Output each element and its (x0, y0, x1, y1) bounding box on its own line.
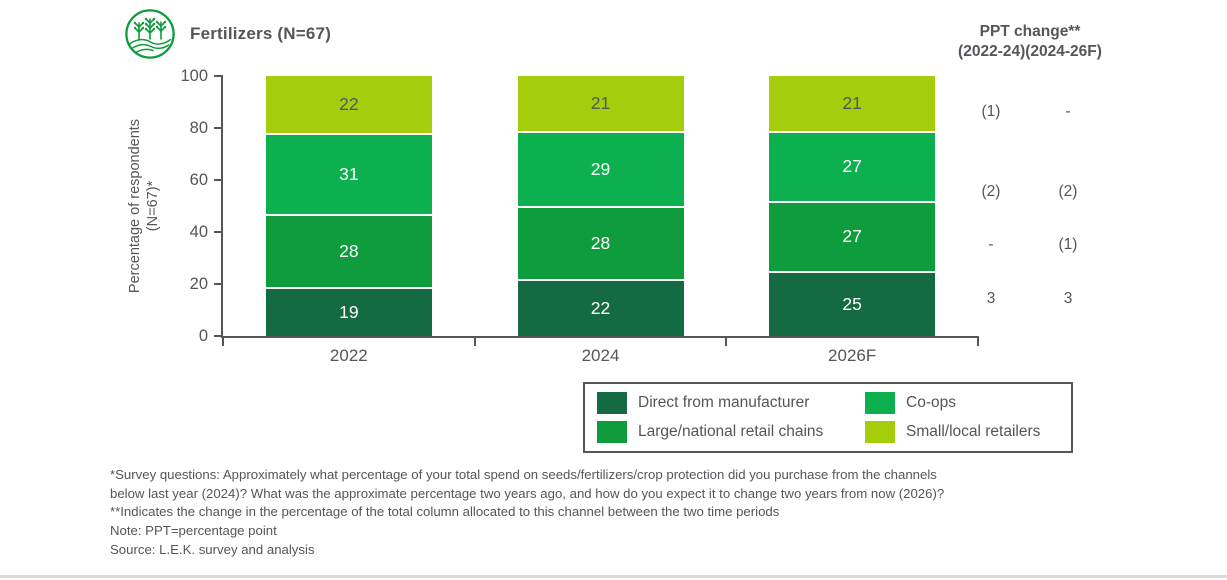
bar-segment: 22 (517, 278, 684, 336)
legend-swatch (865, 421, 895, 443)
y-tick-mark (214, 75, 223, 77)
bar-segment-value: 25 (842, 293, 862, 314)
footnote-survey-questions-line1: *Survey questions: Approximately what pe… (110, 467, 937, 482)
bar-segment-value: 21 (842, 92, 862, 113)
chart-title: Fertilizers (N=67) (190, 24, 332, 43)
y-tick-label: 40 (189, 223, 208, 241)
y-tick-mark (214, 231, 223, 233)
legend-swatch (597, 392, 627, 414)
y-tick-mark (214, 127, 223, 129)
y-tick-mark (214, 335, 223, 337)
legend-label: Direct from manufacturer (638, 394, 810, 411)
bar-segment: 28 (265, 213, 432, 287)
ppt-change-value: 3 (1063, 290, 1073, 307)
x-category-label: 2024 (581, 346, 620, 365)
y-tick-label: 0 (198, 327, 208, 345)
ppt-change-value: (1) (1058, 236, 1078, 253)
legend-swatch (865, 392, 895, 414)
x-category-label: 2022 (329, 346, 368, 365)
ppt-change-value: - (988, 236, 994, 253)
bar-segment: 22 (265, 76, 432, 134)
bar-segment: 31 (265, 133, 432, 214)
footnote-ppt-indicates: **Indicates the change in the percentage… (110, 504, 780, 520)
bar-segment: 27 (769, 130, 936, 201)
bar-segment-value: 27 (842, 226, 862, 247)
y-axis-line (221, 76, 223, 338)
bar-2022: 22 31 28 19 (265, 76, 432, 336)
bar-2026F: 21 27 27 25 (769, 76, 936, 336)
bar-segment-value: 22 (339, 94, 359, 115)
bar-segment: 19 (265, 286, 432, 336)
ppt-change-value: (1) (981, 103, 1001, 120)
ppt-change-header-line1: PPT change** (979, 23, 1081, 40)
y-tick-label: 20 (189, 275, 208, 293)
ppt-change-value: 3 (986, 290, 996, 307)
legend-label: Small/local retailers (906, 423, 1041, 440)
ppt-change-value: - (1065, 103, 1071, 120)
ppt-change-value: (2) (1058, 183, 1078, 200)
legend-item: Large/national retail chains (597, 420, 865, 444)
y-tick-label: 80 (189, 119, 208, 137)
chart-legend: Direct from manufacturer Co-ops Large/nati… (583, 382, 1073, 453)
legend-label: Large/national retail chains (638, 423, 824, 440)
y-tick-mark (214, 179, 223, 181)
bar-segment-value: 21 (590, 92, 611, 113)
crops-field-icon (125, 9, 175, 59)
bar-segment-value: 28 (339, 240, 359, 261)
x-category-label: 2026F (828, 346, 877, 365)
footnote-note: Note: PPT=percentage point (110, 523, 277, 539)
footnote-source: Source: L.E.K. survey and analysis (110, 541, 315, 557)
bar-segment-value: 22 (590, 297, 611, 318)
x-axis-line (221, 336, 978, 338)
bar-segment: 21 (769, 76, 936, 131)
x-tick-mark (977, 336, 979, 346)
ppt-change-value: (2) (981, 183, 1001, 200)
x-tick-mark (473, 336, 476, 346)
bar-segment-value: 27 (842, 156, 862, 177)
footnotes: *Survey questions: Approximately what pe… (110, 466, 944, 560)
ppt-change-header-line2: (2022-24)(2024-26F) (958, 43, 1102, 60)
bar-segment: 27 (769, 200, 936, 271)
bar-segment-value: 28 (590, 232, 611, 253)
ppt-change-header: PPT change** (2022-24)(2024-26F) (915, 22, 1145, 62)
legend-item: Co-ops (865, 391, 1071, 415)
legend-swatch (597, 421, 627, 443)
bar-segment: 21 (517, 76, 684, 131)
bar-segment-value: 29 (590, 158, 611, 179)
bar-segment-value: 19 (339, 301, 359, 322)
bar-segment: 28 (517, 205, 684, 279)
footnote-survey-questions-line2: below last year (2024)? What was the app… (110, 485, 945, 501)
bar-segment: 25 (769, 270, 936, 336)
bar-2024: 21 29 28 22 (517, 76, 684, 336)
x-tick-mark (222, 336, 224, 346)
legend-item: Direct from manufacturer (597, 391, 865, 415)
x-tick-mark (725, 336, 728, 346)
y-tick-label: 60 (189, 171, 208, 189)
legend-item: Small/local retailers (865, 420, 1071, 444)
y-tick-label: 100 (180, 67, 208, 85)
y-tick-mark (214, 283, 223, 285)
bar-segment-value: 31 (339, 163, 359, 184)
bar-segment: 29 (517, 130, 684, 206)
legend-label: Co-ops (906, 394, 956, 411)
bottom-divider (0, 575, 1227, 578)
